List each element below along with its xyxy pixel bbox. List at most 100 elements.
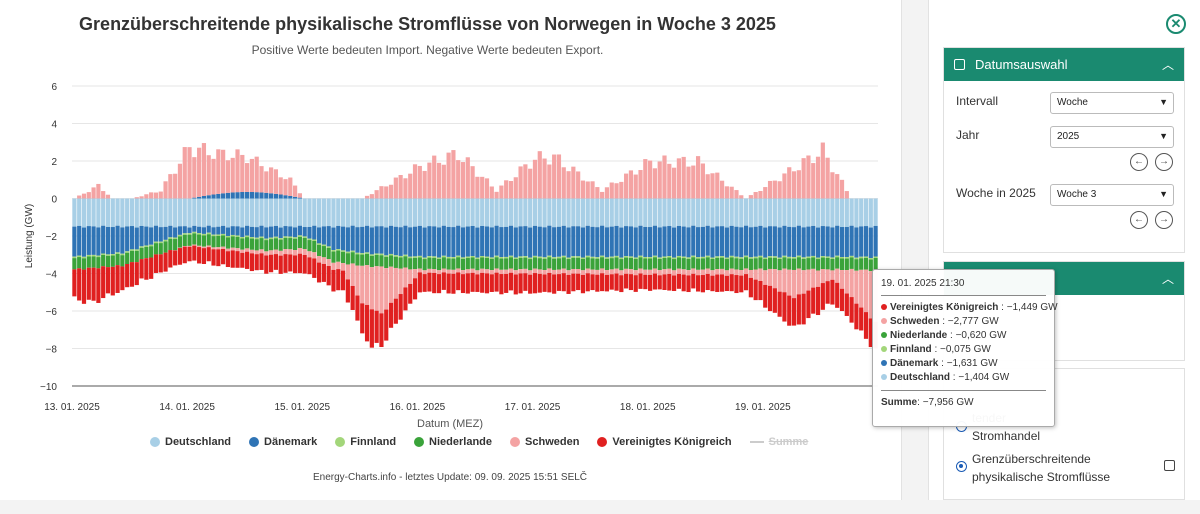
bar-vereinigtes-koenigreich: [686, 275, 691, 293]
year-select[interactable]: 2025 ▼: [1050, 126, 1174, 148]
bar-schweden-pos: [604, 187, 610, 199]
bar-finnland: [427, 256, 432, 258]
bar-daenemark: [844, 226, 849, 258]
bar-schweden: [379, 266, 384, 314]
bar-vereinigtes-koenigreich: [81, 269, 87, 304]
chevron-up-icon[interactable]: ︿: [1161, 272, 1174, 286]
bar-deutschland: [657, 198, 662, 228]
bar-deutschland: [192, 198, 197, 226]
tooltip-row: Finnland : −0,075 GW: [881, 343, 1046, 357]
chart-plot[interactable]: 6 4 2 0 −2 −4 −6 −8 −10 Leistung (GW) 13. 01. 2025…: [0, 0, 900, 500]
bar-finnland: [273, 236, 278, 239]
interval-select[interactable]: Woche ▼: [1050, 92, 1174, 114]
bar-schweden: [422, 270, 427, 275]
bar-niederlande: [369, 255, 374, 268]
bar-finnland: [374, 253, 379, 255]
bar-finnland: [153, 241, 159, 244]
bar-vereinigtes-koenigreich: [859, 307, 864, 331]
calendar-check-icon[interactable]: [1164, 460, 1175, 471]
bar-niederlande: [561, 257, 566, 269]
y-tick-label: 2: [51, 157, 57, 168]
bar-vereinigtes-koenigreich: [129, 262, 135, 287]
bar-daenemark: [177, 226, 183, 235]
bar-daenemark: [307, 226, 312, 239]
bar-deutschland: [307, 198, 312, 227]
chart-subtitle: Positive Werte bedeuten Import. Negative…: [251, 43, 604, 57]
legend-item[interactable]: Niederlande: [414, 436, 492, 448]
bar-niederlande: [715, 257, 720, 270]
date-selection-header[interactable]: Datumsauswahl ︿: [944, 48, 1184, 81]
bar-daenemark: [839, 227, 845, 258]
bar-vereinigtes-koenigreich: [216, 249, 221, 267]
bar-daenemark-pos: [245, 191, 250, 199]
bar-vereinigtes-koenigreich: [643, 274, 648, 290]
bar-niederlande: [787, 258, 792, 270]
bar-vereinigtes-koenigreich: [302, 254, 307, 274]
bar-deutschland: [149, 198, 154, 228]
bar-vereinigtes-koenigreich: [624, 273, 629, 289]
bar-schweden: [206, 245, 211, 248]
week-next-button[interactable]: →: [1155, 211, 1173, 229]
bar-niederlande: [173, 239, 178, 251]
bar-niederlande: [197, 234, 202, 246]
year-next-button[interactable]: →: [1155, 153, 1173, 171]
chevron-up-icon[interactable]: ︿: [1161, 58, 1174, 72]
bar-vereinigtes-koenigreich: [767, 285, 773, 312]
bar-schweden: [269, 250, 274, 255]
bar-vereinigtes-koenigreich: [249, 253, 255, 272]
year-prev-button[interactable]: ←: [1130, 153, 1148, 171]
bar-daenemark: [489, 227, 494, 258]
bar-schweden-pos: [283, 179, 288, 196]
week-select[interactable]: Woche 3 ▼: [1050, 184, 1174, 206]
week-prev-button[interactable]: ←: [1130, 211, 1148, 229]
legend-item-sum[interactable]: Summe: [749, 436, 808, 448]
close-icon[interactable]: ✕: [1166, 14, 1186, 34]
bar-schweden: [417, 268, 422, 273]
legend-item[interactable]: Schweden: [510, 436, 579, 448]
bar-finnland: [633, 257, 638, 259]
bar-niederlande: [230, 236, 235, 248]
bar-schweden-pos: [417, 165, 422, 199]
bar-schweden: [374, 266, 379, 311]
bar-finnland: [719, 256, 725, 258]
bar-deutschland: [417, 198, 422, 226]
bar-finnland: [120, 253, 125, 256]
bar-schweden: [192, 244, 197, 246]
bar-deutschland: [743, 198, 749, 226]
legend-item[interactable]: Finnland: [335, 436, 396, 448]
bar-schweden: [715, 269, 720, 275]
legend-item[interactable]: Deutschland: [150, 436, 231, 448]
legend-item[interactable]: Dänemark: [249, 436, 317, 448]
bar-schweden-pos: [470, 166, 475, 199]
legend-item[interactable]: Vereinigtes Königreich: [597, 436, 732, 448]
bar-daenemark: [77, 225, 82, 256]
bar-schweden: [782, 268, 787, 293]
bar-niederlande: [815, 259, 821, 271]
bar-deutschland: [552, 198, 557, 228]
interval-label: Intervall: [956, 94, 999, 108]
bar-deutschland: [139, 198, 144, 226]
bar-niederlande: [408, 258, 413, 270]
bar-deutschland: [787, 198, 792, 227]
bar-vereinigtes-koenigreich: [609, 274, 614, 290]
bar-finnland: [811, 255, 816, 258]
bar-deutschland: [600, 198, 605, 226]
bar-deutschland: [835, 198, 840, 226]
bar-niederlande: [221, 235, 226, 247]
bar-daenemark: [427, 226, 432, 257]
bar-niederlande: [417, 257, 422, 269]
bar-finnland: [364, 252, 370, 254]
bar-schweden-pos: [835, 174, 840, 199]
tooltip-series-value: : −0,620 GW: [947, 330, 1007, 341]
bar-deutschland: [316, 198, 322, 228]
bar-vereinigtes-koenigreich: [652, 273, 658, 290]
bar-niederlande: [734, 258, 739, 270]
bar-deutschland: [249, 198, 255, 227]
bar-daenemark: [523, 226, 528, 257]
radio-physical[interactable]: [956, 461, 967, 472]
bar-vereinigtes-koenigreich: [398, 294, 403, 320]
bar-niederlande: [624, 257, 629, 269]
bar-niederlande: [609, 258, 614, 270]
bar-deutschland: [283, 198, 288, 227]
bar-daenemark-pos: [211, 194, 216, 199]
